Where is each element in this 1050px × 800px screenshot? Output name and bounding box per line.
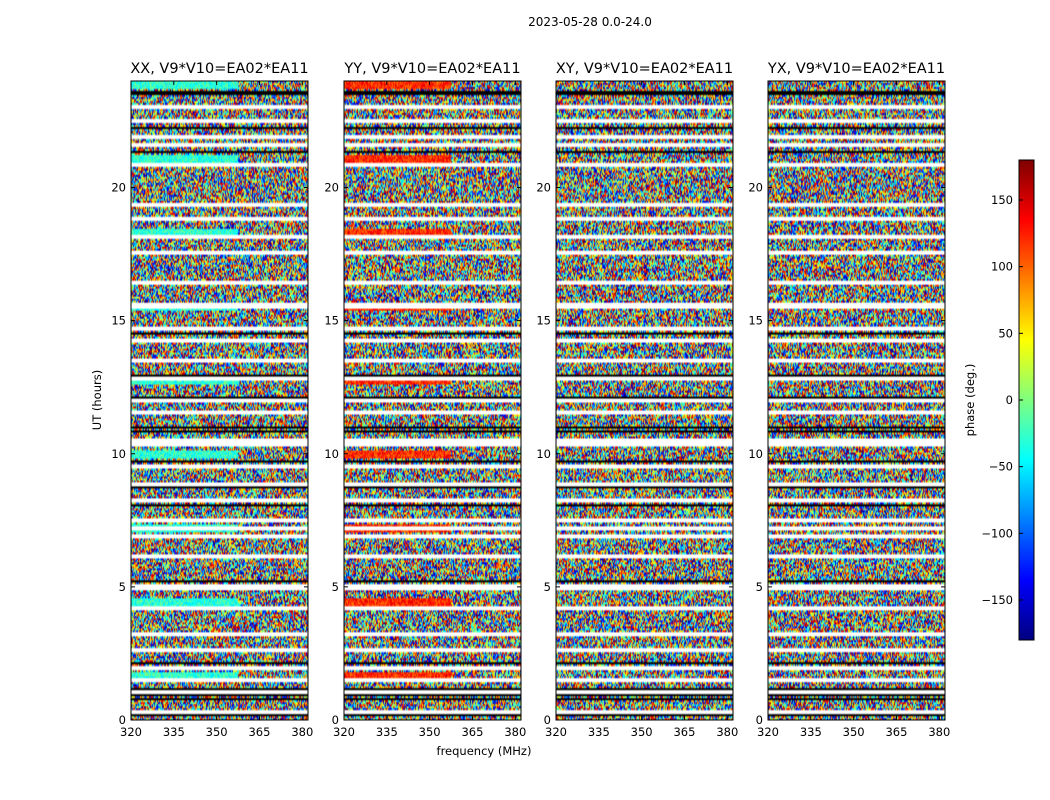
colorbar-tick-label: 50 (998, 326, 1013, 340)
panel-1: XX, V9*V10=EA02*EA11 320 335 350 365 380 0 5 10 1… (111, 61, 313, 739)
y-tick-label: 20 (748, 181, 763, 195)
y-tick-label: 5 (119, 580, 126, 594)
panel-3: XY, V9*V10=EA02*EA11 320 335 350 365 380 0 5 10 1… (536, 61, 738, 739)
x-tick-label: 320 (333, 725, 355, 739)
panel-title: YY, V9*V10=EA02*EA11 (343, 61, 520, 77)
panel-frame (555, 80, 734, 721)
y-tick-label: 20 (536, 181, 551, 195)
y-tick-label: 15 (111, 314, 126, 328)
panel-frame (767, 80, 946, 721)
panel-title: XY, V9*V10=EA02*EA11 (556, 61, 733, 77)
colorbar-tick-label: 0 (1006, 393, 1013, 407)
x-tick-label: 350 (206, 725, 228, 739)
colorbar-tick-label: 100 (991, 260, 1013, 274)
x-tick-label: 335 (588, 725, 610, 739)
y-tick-label: 20 (324, 181, 339, 195)
heatmap-image (556, 81, 733, 720)
x-axis-label: frequency (MHz) (437, 744, 532, 758)
x-tick-label: 335 (800, 725, 822, 739)
x-tick-label: 380 (716, 725, 738, 739)
x-tick-label: 320 (120, 725, 142, 739)
panel-2: YY, V9*V10=EA02*EA11 320 335 350 365 380 0 5 10 1… (324, 61, 526, 739)
panels: XX, V9*V10=EA02*EA11 320 335 350 365 380 0 5 10 1… (111, 61, 950, 739)
y-tick-label: 5 (756, 580, 763, 594)
y-tick-label: 0 (119, 713, 126, 727)
y-tick-label: 15 (324, 314, 339, 328)
x-tick-label: 335 (163, 725, 185, 739)
y-tick-label: 5 (544, 580, 551, 594)
figure-title: 2023-05-28 0.0-24.0 (528, 15, 652, 29)
x-tick-label: 365 (248, 725, 270, 739)
heatmap-image (768, 81, 945, 720)
y-tick-label: 15 (536, 314, 551, 328)
colorbar-tick-label: −50 (989, 460, 1013, 474)
y-tick-label: 10 (536, 447, 551, 461)
heatmap-image (131, 81, 308, 720)
panel-frame (343, 80, 522, 721)
panel-title: YX, V9*V10=EA02*EA11 (767, 61, 945, 77)
heatmap-image (344, 81, 521, 720)
x-tick-label: 380 (928, 725, 950, 739)
panel-frame (130, 80, 309, 721)
y-tick-label: 0 (544, 713, 551, 727)
x-tick-label: 365 (461, 725, 483, 739)
y-tick-label: 10 (324, 447, 339, 461)
x-tick-label: 350 (631, 725, 653, 739)
colorbar-tick-label: −100 (981, 526, 1013, 540)
colorbar: 150 100 50 0 −50 −100 −150 (981, 159, 1035, 641)
y-axis-label: UT (hours) (90, 370, 104, 430)
y-tick-label: 10 (111, 447, 126, 461)
y-tick-label: 20 (111, 181, 126, 195)
x-tick-label: 350 (419, 725, 441, 739)
x-tick-label: 320 (545, 725, 567, 739)
x-tick-label: 320 (757, 725, 779, 739)
y-tick-label: 0 (332, 713, 339, 727)
x-tick-label: 350 (843, 725, 865, 739)
panel-4: YX, V9*V10=EA02*EA11 320 335 350 365 380 0 5 10 1… (748, 61, 950, 739)
y-tick-label: 5 (332, 580, 339, 594)
x-tick-label: 365 (885, 725, 907, 739)
colorbar-tick-label: 150 (991, 193, 1013, 207)
x-tick-label: 380 (504, 725, 526, 739)
x-tick-label: 335 (376, 725, 398, 739)
y-tick-label: 10 (748, 447, 763, 461)
y-tick-label: 15 (748, 314, 763, 328)
panel-title: XX, V9*V10=EA02*EA11 (130, 61, 308, 77)
colorbar-label: phase (deg.) (963, 364, 977, 437)
x-tick-label: 380 (291, 725, 313, 739)
colorbar-tick-label: −150 (981, 593, 1013, 607)
y-tick-label: 0 (756, 713, 763, 727)
x-tick-label: 365 (673, 725, 695, 739)
